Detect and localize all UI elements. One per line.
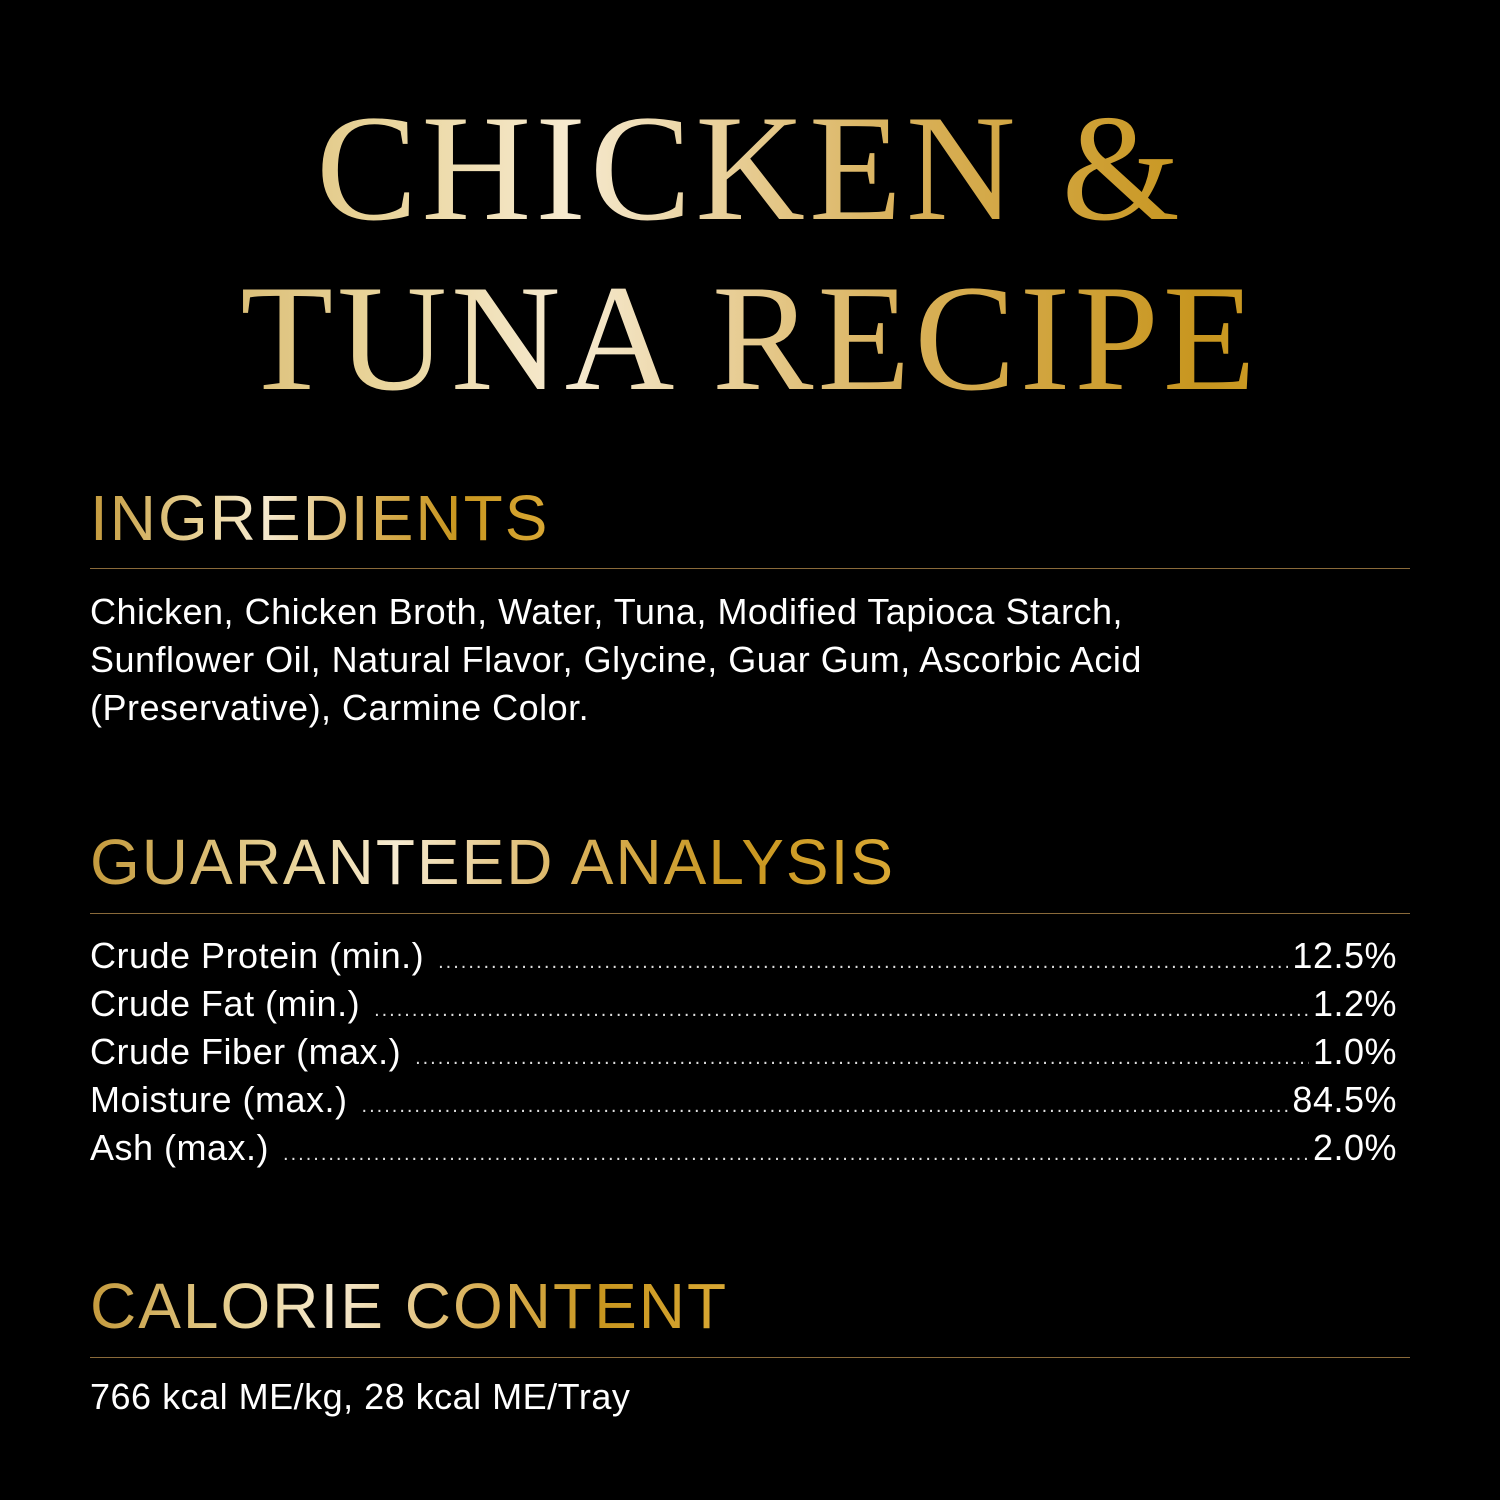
analysis-row: Crude Protein (min.)....................…	[90, 932, 1397, 986]
dot-leader: ........................................…	[438, 951, 1288, 973]
divider	[90, 1357, 1410, 1358]
analysis-value: 2.0%	[1312, 1127, 1397, 1168]
ingredients-heading: INGREDIENTS	[90, 482, 550, 554]
analysis-label: Moisture (max.)	[90, 1079, 348, 1120]
analysis-label: Crude Fiber (max.)	[90, 1031, 402, 1072]
analysis-label: Crude Protein (min.)	[90, 935, 425, 976]
ingredients-line: Sunflower Oil, Natural Flavor, Glycine, …	[90, 639, 1142, 680]
analysis-value: 1.2%	[1312, 983, 1397, 1024]
ingredients-line: (Preservative), Carmine Color.	[90, 687, 590, 728]
divider	[90, 913, 1410, 914]
title-line-2: TUNA RECIPE	[0, 262, 1500, 414]
analysis-row: Crude Fat (min.)........................…	[90, 980, 1397, 1034]
analysis-value: 84.5%	[1292, 1079, 1397, 1120]
analysis-row: Crude Fiber (max.)......................…	[90, 1028, 1397, 1082]
dot-leader: ........................................…	[415, 1047, 1309, 1069]
analysis-label: Crude Fat (min.)	[90, 983, 361, 1024]
dot-leader: ........................................…	[361, 1095, 1289, 1117]
calorie-heading: CALORIE CONTENT	[90, 1270, 729, 1342]
ingredients-line: Chicken, Chicken Broth, Water, Tuna, Mod…	[90, 591, 1123, 632]
title-line-1: CHICKEN &	[0, 92, 1500, 244]
analysis-row: Ash (max.)..............................…	[90, 1124, 1397, 1178]
divider	[90, 568, 1410, 569]
dot-leader: ........................................…	[283, 1143, 1309, 1165]
analysis-label: Ash (max.)	[90, 1127, 270, 1168]
analysis-value: 1.0%	[1312, 1031, 1397, 1072]
analysis-heading: GUARANTEED ANALYSIS	[90, 826, 896, 898]
calorie-text: 766 kcal ME/kg, 28 kcal ME/Tray	[90, 1376, 631, 1417]
ingredients-text: Chicken, Chicken Broth, Water, Tuna, Mod…	[90, 588, 1142, 732]
analysis-value: 12.5%	[1292, 935, 1397, 976]
dot-leader: ........................................…	[374, 999, 1309, 1021]
analysis-row: Moisture (max.).........................…	[90, 1076, 1397, 1130]
